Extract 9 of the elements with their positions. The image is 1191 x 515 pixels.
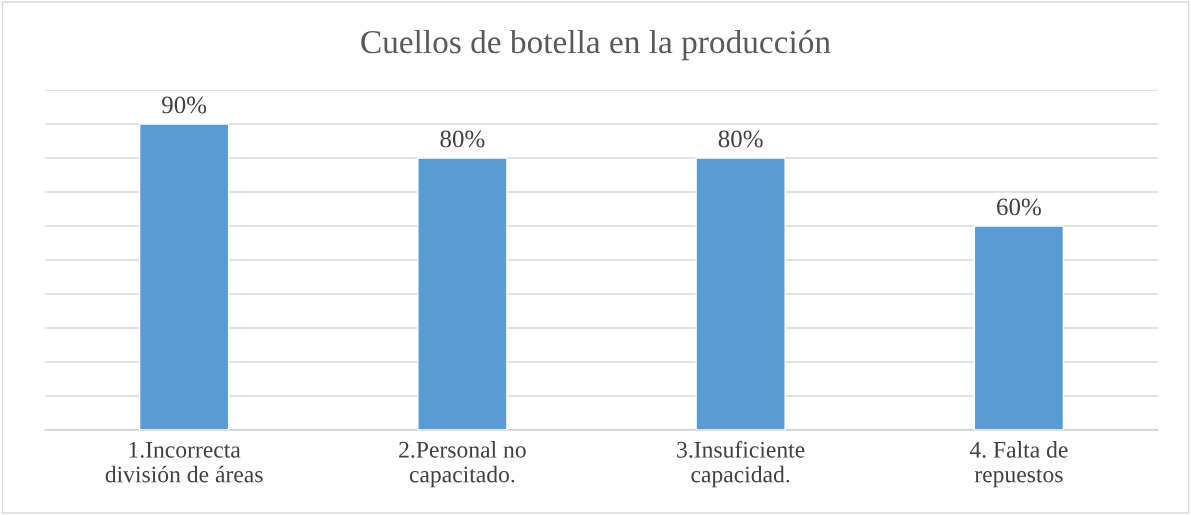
data-label: 80%	[440, 130, 485, 148]
x-tick-label: 4. Falta de repuestos	[969, 441, 1068, 488]
data-label: 80%	[718, 130, 763, 148]
x-tick-label: 3.Insuficiente capacidad.	[677, 440, 805, 488]
x-tick-label: 1.Incorrecta división de áreas	[105, 441, 263, 483]
chart-title: Cuellos de botella en la producción	[361, 29, 831, 61]
data-label: 60%	[997, 198, 1041, 216]
data-label: 90%	[162, 96, 207, 114]
x-tick-label: 2.Personal no capacitado.	[399, 441, 526, 488]
